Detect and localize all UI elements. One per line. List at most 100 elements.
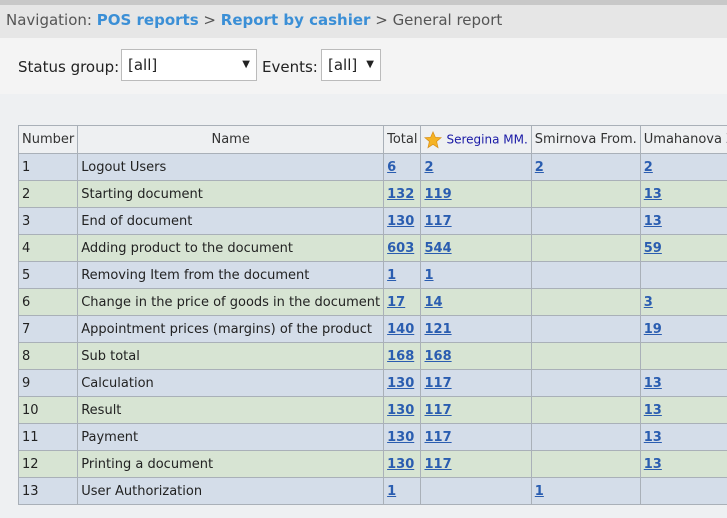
count-link[interactable]: 117 (424, 214, 451, 229)
count-link[interactable]: 2 (535, 160, 544, 175)
count-link[interactable]: 3 (644, 295, 653, 310)
table-cell: 13 (640, 424, 727, 451)
count-link[interactable]: 1 (387, 484, 396, 499)
count-link[interactable]: 130 (387, 214, 414, 229)
column-header: Name (78, 126, 384, 154)
filters: Status group: [all]▼ Events: [all]▼ (0, 38, 727, 94)
table-row: 11Payment130 117 13 (19, 424, 727, 451)
table-cell: 13 (640, 181, 727, 208)
table-cell: 130 (384, 451, 421, 478)
count-link[interactable]: 132 (387, 187, 414, 202)
count-link[interactable]: 168 (424, 349, 451, 364)
table-cell (531, 343, 640, 370)
table-row: 12Printing a document13011713 (19, 451, 727, 478)
count-link[interactable]: 13 (644, 430, 662, 445)
count-link[interactable]: 544 (424, 241, 451, 256)
table-row: 9Calculation13011713 (19, 370, 727, 397)
count-link[interactable]: 13 (644, 376, 662, 391)
count-link[interactable]: 2 (424, 160, 433, 175)
count-link[interactable]: 117 (424, 430, 451, 445)
count-link[interactable]: 19 (644, 322, 662, 337)
table-row: 7Appointment prices (margins) of the pro… (19, 316, 727, 343)
table-row: 10Result13011713 (19, 397, 727, 424)
count-link[interactable]: 13 (644, 187, 662, 202)
count-link[interactable]: 130 (387, 376, 414, 391)
table-cell: 117 (421, 424, 531, 451)
table-cell: 1 (421, 262, 531, 289)
table-cell: Sub total (78, 343, 384, 370)
table-cell (640, 478, 727, 505)
nav-link[interactable]: POS reports (97, 11, 199, 29)
table-cell: 14 (421, 289, 531, 316)
count-link[interactable]: 140 (387, 322, 414, 337)
dropdown-arrow: ▼ (366, 50, 374, 80)
table-cell (531, 316, 640, 343)
nav-separator: > (203, 11, 216, 29)
table-cell: 130 (384, 397, 421, 424)
table-row: 4Adding product to the document60354459 (19, 235, 727, 262)
count-link[interactable]: 117 (424, 457, 451, 472)
count-link[interactable]: 121 (424, 322, 451, 337)
count-link[interactable]: 59 (644, 241, 662, 256)
count-link[interactable]: 130 (387, 430, 414, 445)
count-link[interactable]: 117 (424, 403, 451, 418)
table-cell: User Authorization (78, 478, 384, 505)
table-cell: 2 (640, 154, 727, 181)
table-cell: 13 (640, 451, 727, 478)
count-link[interactable]: 2 (644, 160, 653, 175)
count-link[interactable]: 6 (387, 160, 396, 175)
table-cell: 130 (384, 424, 421, 451)
count-link[interactable]: 14 (424, 295, 442, 310)
column-header: Total (384, 126, 421, 154)
table-cell: 544 (421, 235, 531, 262)
nav-link[interactable]: Report by cashier (221, 11, 371, 29)
table-cell: 6 (19, 289, 78, 316)
table-cell: 168 (384, 343, 421, 370)
table-cell: Payment (78, 424, 384, 451)
table-row: 6Change in the price of goods in the doc… (19, 289, 727, 316)
table-cell: 7 (19, 316, 78, 343)
table-cell: 130 (384, 208, 421, 235)
events-select[interactable]: [all]▼ (321, 49, 381, 81)
count-link[interactable]: 603 (387, 241, 414, 256)
table-cell (531, 424, 640, 451)
table-cell: 13 (640, 208, 727, 235)
count-link[interactable]: 1 (387, 268, 396, 283)
column-header-text: Seregina MM. (446, 132, 527, 146)
table-cell: 117 (421, 451, 531, 478)
table-cell: Removing Item from the document (78, 262, 384, 289)
table-row: 13User Authorization11 (19, 478, 727, 505)
table-cell: 2 (531, 154, 640, 181)
table-cell: 168 (421, 343, 531, 370)
count-link[interactable]: 130 (387, 457, 414, 472)
table-cell: 11 (19, 424, 78, 451)
status-group-select[interactable]: [all]▼ (121, 49, 257, 81)
table-cell: 6 (384, 154, 421, 181)
favorite-star (424, 131, 442, 149)
column-header: Umahanova Z. M. (640, 126, 727, 154)
table-cell (531, 235, 640, 262)
count-link[interactable]: 117 (424, 376, 451, 391)
table-cell: 1 (384, 262, 421, 289)
count-link[interactable]: 13 (644, 457, 662, 472)
count-link[interactable]: 13 (644, 214, 662, 229)
table-cell: Change in the price of goods in the docu… (78, 289, 384, 316)
count-link[interactable]: 13 (644, 403, 662, 418)
navigation-bar: Navigation: POS reports > Report by cash… (0, 0, 727, 38)
table-cell: 8 (19, 343, 78, 370)
table-cell: 17 (384, 289, 421, 316)
table-cell (640, 262, 727, 289)
header-row: NumberNameTotalSeregina MM.Smirnova From… (19, 126, 727, 154)
count-link[interactable]: 168 (387, 349, 414, 364)
table-cell: 1 (531, 478, 640, 505)
column-header: Seregina MM. (421, 126, 531, 154)
table-cell (531, 370, 640, 397)
filter-label: Events: (262, 58, 318, 76)
count-link[interactable]: 1 (424, 268, 433, 283)
count-link[interactable]: 17 (387, 295, 405, 310)
count-link[interactable]: 130 (387, 403, 414, 418)
count-link[interactable]: 1 (535, 484, 544, 499)
table-cell: 59 (640, 235, 727, 262)
count-link[interactable]: 119 (424, 187, 451, 202)
